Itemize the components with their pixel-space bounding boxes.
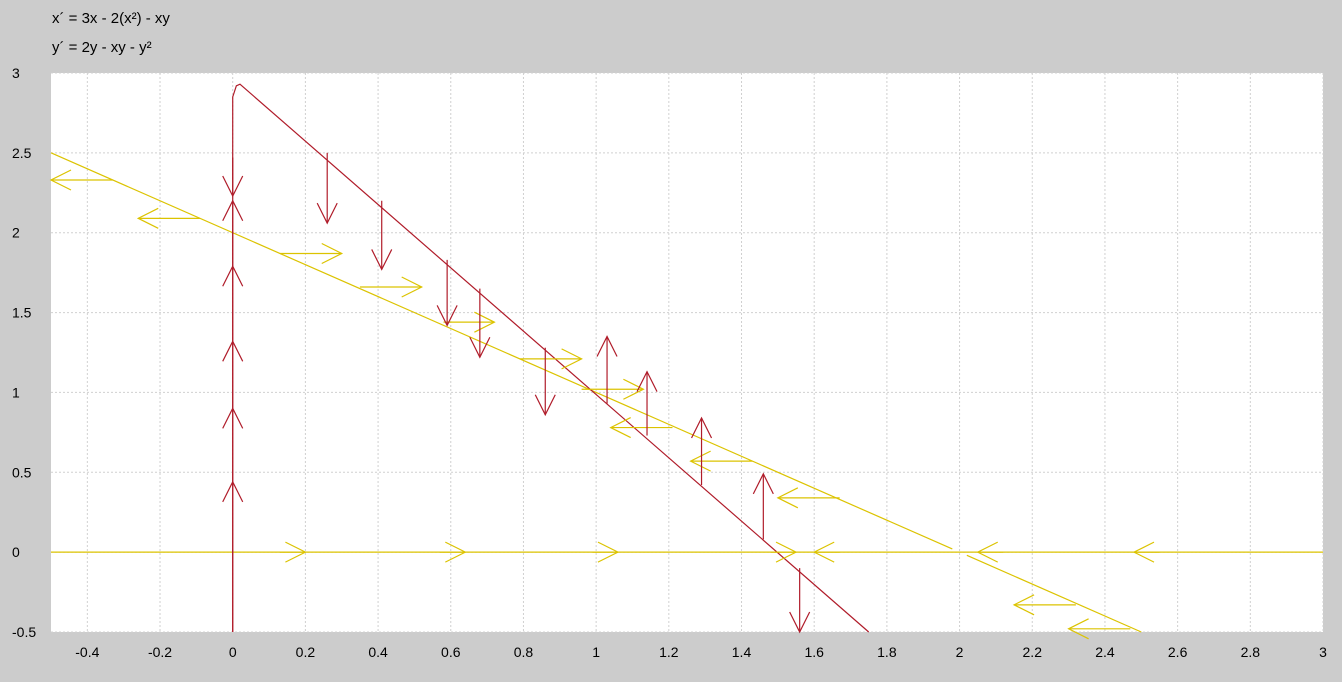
direction-arrow — [279, 541, 307, 563]
y-axis-ticks: -0.5 0 0.5 1 1.5 2 2.5 3 — [12, 65, 36, 640]
nullcline-curve — [50, 152, 953, 550]
y-tick-label: 1.5 — [12, 305, 32, 321]
x-tick-label: 0.4 — [368, 644, 388, 660]
y-tick-label: 2.5 — [12, 145, 32, 161]
x-tick-label: 0 — [229, 644, 237, 660]
direction-arrow — [519, 348, 583, 370]
direction-arrow — [776, 487, 840, 509]
direction-arrow — [439, 541, 467, 563]
y-tick-label: -0.5 — [12, 624, 36, 640]
direction-arrow — [789, 568, 811, 634]
x-tick-label: 2.2 — [1023, 644, 1043, 660]
direction-arrow — [49, 169, 113, 191]
x-tick-label: 1.8 — [877, 644, 897, 660]
direction-arrow — [136, 207, 201, 229]
direction-arrow — [436, 259, 458, 327]
x-tick-label: 1.2 — [659, 644, 679, 660]
x-prime-equation: x´ = 3x - 2(x²) - xy — [52, 10, 170, 27]
x-tick-label: 2.4 — [1095, 644, 1115, 660]
x-tick-label: 0.6 — [441, 644, 461, 660]
direction-arrow — [592, 541, 620, 563]
direction-arrow — [976, 541, 1004, 563]
y-tick-label: 2 — [12, 225, 20, 241]
direction-arrow — [770, 541, 798, 563]
x-tick-label: -0.2 — [148, 644, 172, 660]
direction-arrow — [443, 311, 496, 333]
plot-area — [51, 73, 1323, 632]
x-tick-label: 0.8 — [514, 644, 534, 660]
direction-arrow — [1012, 594, 1076, 616]
x-tick-label: 3 — [1319, 644, 1327, 660]
direction-arrow — [534, 347, 556, 417]
direction-arrow — [316, 152, 338, 225]
direction-arrow — [752, 472, 774, 540]
nullcline-curve — [966, 554, 1142, 633]
y-tick-label: 0.5 — [12, 464, 32, 480]
direction-arrow — [812, 541, 840, 563]
direction-arrow — [469, 288, 491, 359]
direction-arrow — [222, 199, 244, 267]
x-axis-ticks: -0.4 -0.2 0 0.2 0.4 0.6 0.8 1 1.2 1.4 1.6 1.8 2 2.2 2.… — [75, 644, 1327, 660]
y-tick-label: 0 — [12, 544, 20, 560]
x-tick-label: 1.4 — [732, 644, 752, 660]
x-tick-label: 1.6 — [804, 644, 824, 660]
direction-arrow — [636, 370, 658, 436]
x-tick-label: 2 — [956, 644, 964, 660]
direction-arrow — [609, 417, 673, 439]
x-tick-label: 2.8 — [1241, 644, 1261, 660]
x-tick-label: 1 — [592, 644, 600, 660]
direction-arrow — [222, 157, 244, 198]
direction-arrow — [691, 416, 713, 486]
y-tick-label: 1 — [12, 384, 20, 400]
x-tick-label: 0.2 — [296, 644, 316, 660]
direction-arrow — [1067, 618, 1131, 640]
x-tick-label: 2.6 — [1168, 644, 1188, 660]
direction-arrow — [1132, 541, 1160, 563]
direction-arrow — [581, 378, 645, 400]
direction-arrow — [371, 200, 393, 271]
direction-arrow — [359, 276, 424, 298]
direction-arrows — [49, 152, 1160, 640]
y-tick-label: 3 — [12, 65, 20, 81]
direction-arrow — [689, 450, 753, 472]
direction-arrow — [596, 335, 618, 404]
direction-arrow — [279, 242, 344, 265]
x-tick-label: -0.4 — [75, 644, 99, 660]
y-prime-equation: y´ = 2y - xy - y² — [52, 39, 152, 56]
